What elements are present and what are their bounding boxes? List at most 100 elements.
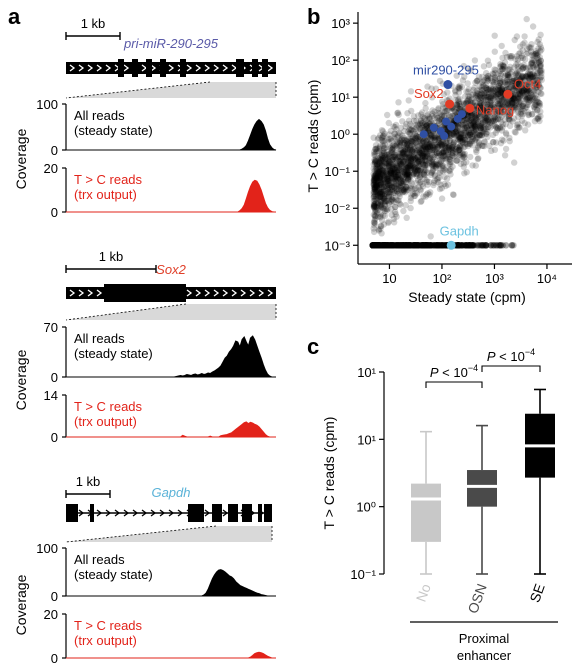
scatter-point (434, 152, 441, 159)
scatter-point (453, 128, 460, 135)
scatter-point (518, 112, 526, 119)
scatter-point (410, 190, 417, 198)
scatter-point (500, 77, 507, 84)
scatter-point (402, 153, 409, 160)
scatter-point (538, 70, 545, 77)
scatter-point (386, 189, 393, 196)
track-ymin: 0 (51, 430, 58, 445)
scatter-point (530, 91, 537, 98)
scale-bar-label: 1 kb (76, 474, 101, 489)
scatter-point (468, 111, 476, 118)
scatter-point (425, 140, 432, 147)
scatter-point (418, 156, 426, 163)
scatter-point (409, 171, 417, 179)
scatter-point (381, 154, 388, 161)
scatter-point (392, 177, 400, 184)
scatter-point (472, 93, 480, 100)
scatter-point (416, 157, 423, 164)
scatter-point (396, 150, 404, 157)
scatter-point (417, 146, 425, 153)
scatter-point (426, 134, 433, 141)
scatter-point (537, 90, 544, 97)
scatter-point (401, 157, 408, 165)
scatter-point (370, 202, 378, 210)
scatter-point (445, 150, 452, 157)
scatter-point (400, 147, 407, 154)
scatter-point (469, 115, 476, 123)
scatter-point (455, 84, 463, 91)
scatter-point (385, 189, 392, 196)
scatter-point (473, 91, 480, 99)
scatter-point (393, 242, 400, 249)
scatter-point (479, 73, 486, 81)
scatter-point (446, 161, 454, 168)
scatter-point (408, 147, 416, 154)
scatter-point (486, 90, 493, 98)
scatter-point (472, 126, 479, 133)
scatter-point (377, 225, 384, 233)
scatter-point (524, 101, 532, 109)
scatter-point (399, 149, 406, 156)
scatter-point (373, 165, 381, 172)
scatter-point (485, 86, 492, 93)
scatter-point (373, 196, 380, 203)
scatter-point (469, 130, 476, 137)
scatter-point (498, 113, 505, 120)
scatter-point (455, 129, 462, 137)
scatter-point (452, 97, 459, 104)
scatter-point (441, 166, 448, 173)
scatter-point (471, 84, 478, 92)
scatter-point (370, 161, 377, 168)
scatter-point (372, 165, 379, 172)
scatter-point (474, 105, 482, 112)
scatter-point (438, 195, 446, 202)
scatter-point (481, 126, 488, 133)
scatter-point (413, 159, 420, 167)
scatter-point (407, 158, 415, 165)
scatter-point (370, 176, 377, 184)
scatter-point (487, 104, 494, 112)
scatter-point (400, 187, 407, 195)
scatter-point (393, 213, 400, 220)
scatter-point (499, 242, 506, 249)
scatter-point (480, 106, 487, 114)
scatter-point (432, 164, 439, 171)
scatter-point (522, 73, 530, 80)
scatter-point (383, 175, 391, 182)
scatter-point (489, 139, 497, 146)
scatter-point (499, 65, 506, 73)
scatter-point (373, 173, 381, 180)
scatter-point (371, 182, 378, 189)
scatter-point (431, 108, 438, 115)
scatter-point (416, 148, 423, 155)
scatter-point (391, 198, 398, 205)
scatter-point (472, 106, 480, 113)
scatter-point (404, 150, 411, 157)
scatter-point (453, 151, 460, 158)
scatter-point (517, 106, 524, 113)
scatter-point (497, 108, 505, 115)
scatter-point (371, 220, 379, 227)
scatter-point (398, 180, 406, 187)
scatter-point (392, 121, 400, 129)
scatter-point (471, 57, 479, 64)
scatter-point (370, 190, 377, 198)
scatter-point (457, 134, 464, 141)
scatter-point (455, 135, 462, 143)
scatter-point (391, 130, 398, 137)
scatter-point (511, 104, 518, 111)
scatter-point (533, 63, 540, 71)
scatter-point (503, 71, 510, 78)
scatter-point (460, 151, 468, 159)
scatter-point (378, 185, 385, 192)
scatter-point (384, 176, 391, 183)
scatter-point (455, 124, 462, 132)
scatter-point (397, 160, 405, 167)
scatter-point (385, 151, 392, 158)
scatter-point (411, 185, 418, 193)
scatter-point (535, 115, 542, 123)
scatter-point (372, 157, 379, 165)
scatter-point (374, 177, 381, 184)
scatter-point (505, 66, 512, 73)
scatter-point (375, 226, 382, 233)
